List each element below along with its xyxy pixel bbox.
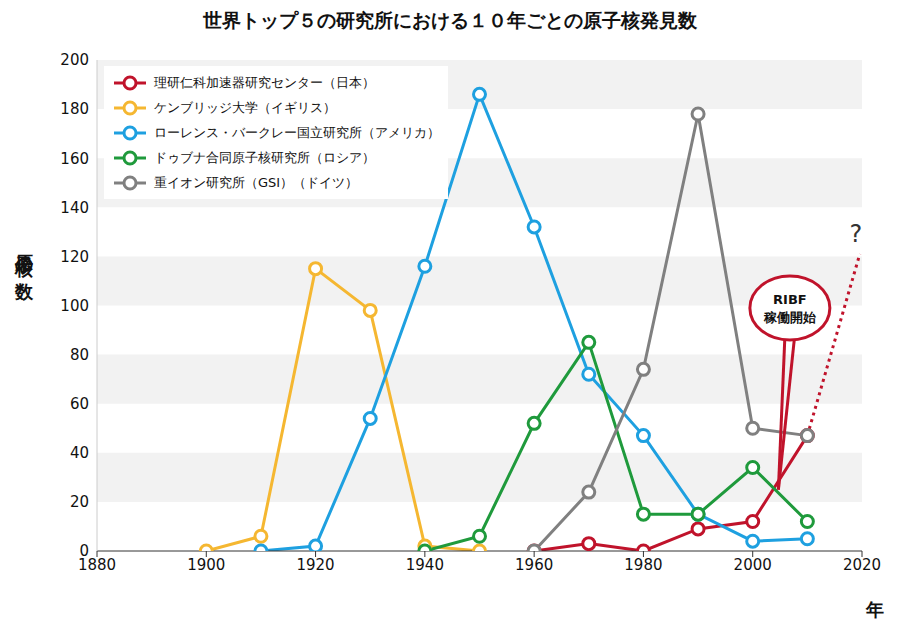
svg-text:1960: 1960 — [515, 556, 553, 574]
html-text:年: 年 — [866, 599, 884, 620]
html-text:重イオン研究所（GSI）（ドイツ）: 重イオン研究所（GSI）（ドイツ） — [154, 175, 359, 190]
svg-text:1920: 1920 — [296, 556, 334, 574]
svg-text:1900: 1900 — [187, 556, 225, 574]
html-text:理研仁科加速器研究センター（日本）: 理研仁科加速器研究センター（日本） — [154, 75, 375, 90]
svg-text:40: 40 — [70, 444, 89, 462]
svg-text:2000: 2000 — [734, 556, 772, 574]
svg-text:60: 60 — [70, 395, 89, 413]
svg-text:200: 200 — [60, 51, 89, 69]
svg-text:80: 80 — [70, 346, 89, 364]
svg-text:140: 140 — [60, 199, 89, 217]
svg-text:稼働開始: 稼働開始 — [763, 310, 817, 325]
svg-text:120: 120 — [60, 248, 89, 266]
html-text:世界トップ５の研究所における１０年ごとの原子核発見数: 世界トップ５の研究所における１０年ごとの原子核発見数 — [203, 9, 697, 31]
svg-text:RIBF: RIBF — [773, 292, 807, 307]
svg-text:0: 0 — [79, 542, 89, 560]
svg-text:?: ? — [849, 220, 862, 248]
svg-text:1880: 1880 — [77, 555, 117, 574]
svg-text:160: 160 — [60, 150, 89, 168]
svg-text:1940: 1940 — [406, 556, 444, 574]
svg-text:2020: 2020 — [843, 556, 881, 574]
svg-text:20: 20 — [70, 493, 89, 511]
html-text:ドゥブナ合同原子核研究所（ロシア）: ドゥブナ合同原子核研究所（ロシア） — [154, 150, 375, 165]
svg-text:100: 100 — [60, 297, 89, 315]
html-text:ケンブリッジ大学（イギリス）: ケンブリッジ大学（イギリス） — [154, 100, 336, 115]
svg-text:180: 180 — [60, 100, 89, 118]
html-text:ローレンス・バークレー国立研究所（アメリカ）: ローレンス・バークレー国立研究所（アメリカ） — [154, 125, 440, 140]
svg-text:1980: 1980 — [624, 556, 662, 574]
html-text:原子核の数: 原子核の数 — [14, 240, 35, 271]
